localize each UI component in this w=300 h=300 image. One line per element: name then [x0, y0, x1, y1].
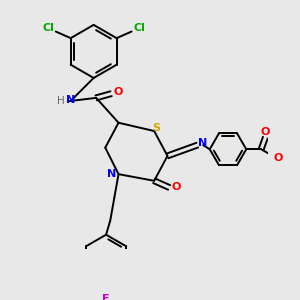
Text: F: F	[102, 294, 110, 300]
Text: O: O	[273, 153, 283, 163]
Text: Cl: Cl	[133, 23, 145, 33]
Text: Cl: Cl	[42, 23, 54, 33]
Text: H: H	[57, 96, 64, 106]
Text: N: N	[66, 95, 75, 105]
Text: N: N	[107, 169, 116, 179]
Text: N: N	[199, 139, 208, 148]
Text: S: S	[153, 123, 161, 133]
Text: O: O	[113, 87, 122, 97]
Text: O: O	[171, 182, 180, 192]
Text: O: O	[261, 127, 270, 137]
